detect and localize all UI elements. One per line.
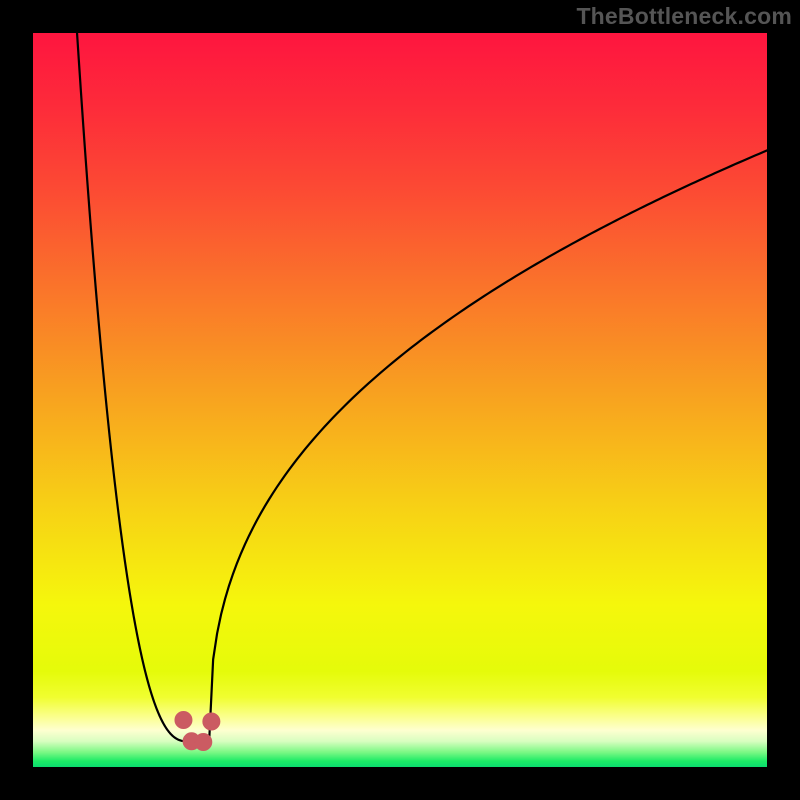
chart-container: TheBottleneck.com: [0, 0, 800, 800]
watermark-text: TheBottleneck.com: [576, 3, 792, 30]
valley-marker: [203, 713, 220, 730]
valley-marker: [175, 712, 192, 729]
gradient-background: [33, 33, 767, 767]
valley-marker: [195, 734, 212, 751]
bottleneck-curve-plot: [33, 33, 767, 767]
